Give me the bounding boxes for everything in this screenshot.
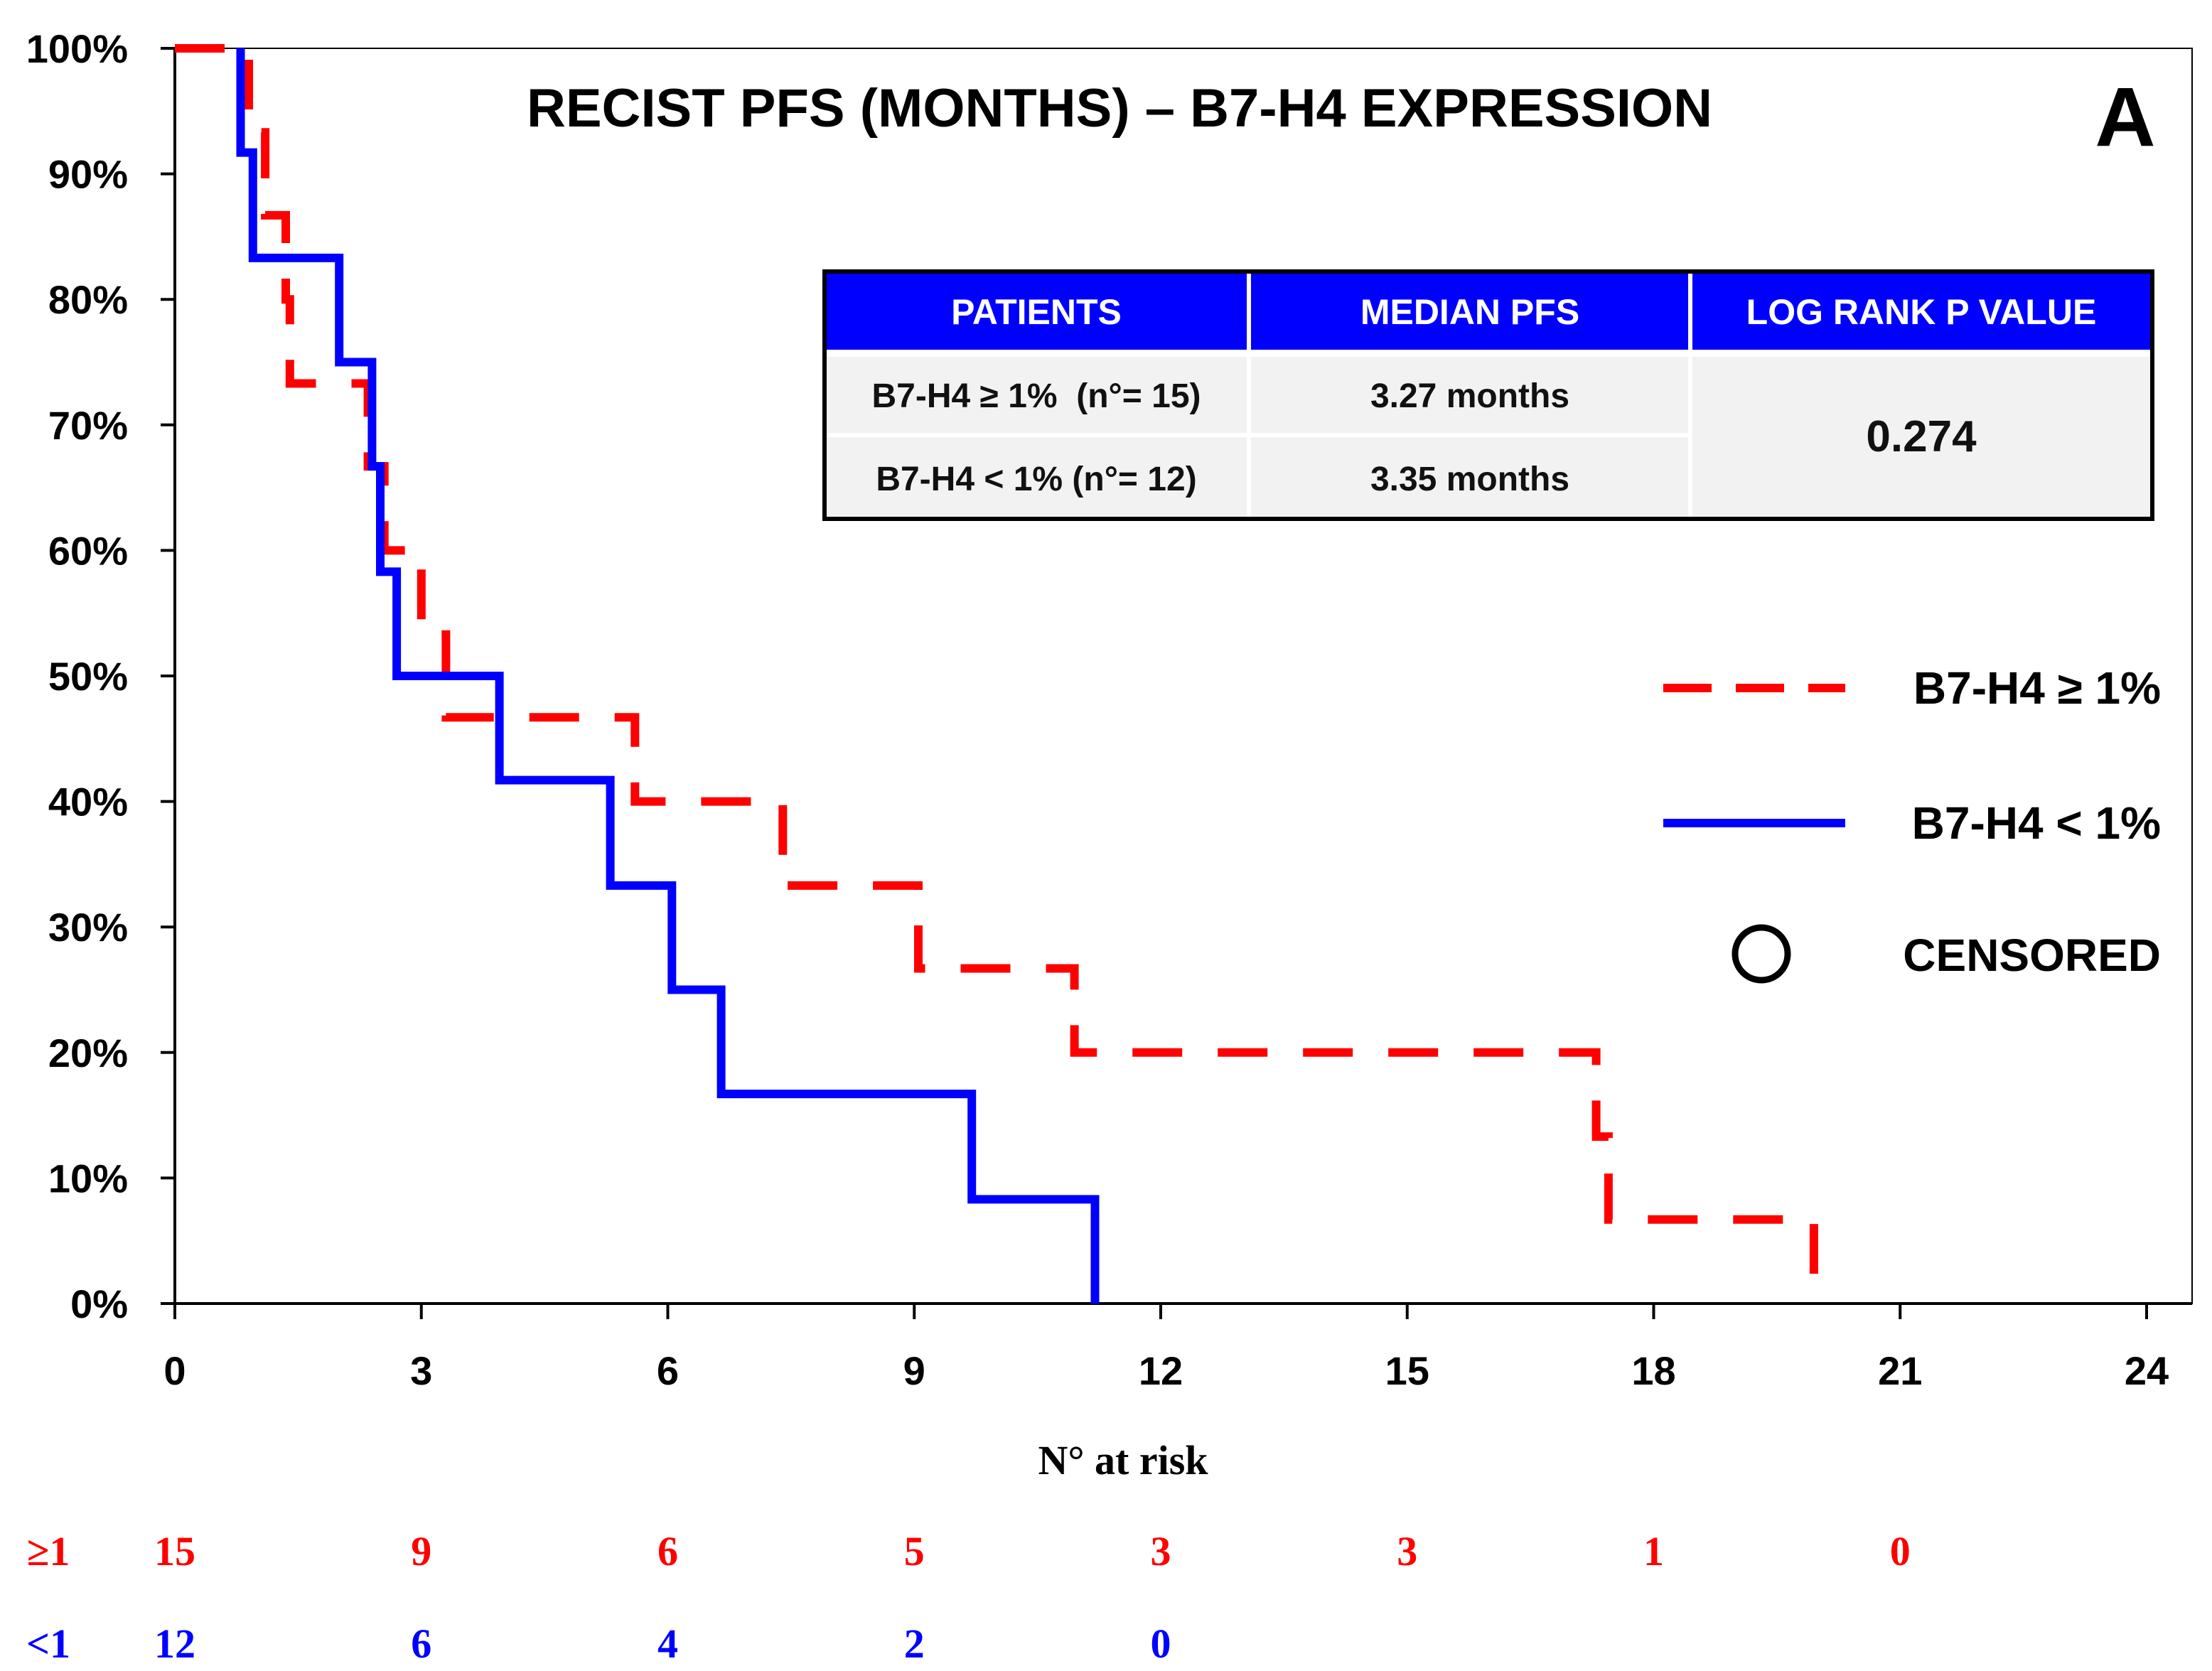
table-cell-group-low: B7-H4 < 1% (n°= 12) xyxy=(876,461,1196,498)
at-risk-title: N° at risk xyxy=(1038,1437,1208,1483)
x-tick-label: 12 xyxy=(1139,1348,1183,1393)
legend-label-high: B7-H4 ≥ 1% xyxy=(1913,662,2161,714)
y-tick-label: 10% xyxy=(48,1156,128,1200)
y-tick-label: 40% xyxy=(48,780,128,824)
at-risk-count: 15 xyxy=(154,1528,195,1574)
chart-title: RECIST PFS (MONTHS) – B7-H4 EXPRESSION xyxy=(527,78,1712,139)
axes: 0% 10% 20% 30% 40% 50% 60% 70% 80% 90% 100% 0 3 6 9 12… xyxy=(26,26,2192,1393)
x-ticks: 0 3 6 9 12 15 18 21 24 xyxy=(163,1304,2169,1393)
y-tick-label: 0% xyxy=(70,1282,128,1326)
legend-label-low: B7-H4 < 1% xyxy=(1912,797,2161,849)
y-tick-label: 80% xyxy=(48,277,128,322)
stats-table: PATIENTS MEDIAN PFS LOG RANK P VALUE B7-… xyxy=(822,269,2154,521)
x-tick-label: 3 xyxy=(410,1348,432,1393)
table-header-median: MEDIAN PFS xyxy=(1360,292,1579,332)
at-risk-count: 6 xyxy=(411,1621,431,1667)
x-tick-label: 6 xyxy=(657,1348,679,1393)
table-cell-pvalue: 0.274 xyxy=(1866,412,1977,461)
y-ticks: 0% 10% 20% 30% 40% 50% 60% 70% 80% 90% 100% xyxy=(26,26,175,1326)
x-tick-label: 24 xyxy=(2125,1348,2169,1393)
table-border xyxy=(822,269,2154,521)
at-risk-row-label-low: <1 xyxy=(26,1621,70,1667)
at-risk-count: 5 xyxy=(904,1528,925,1574)
legend-censored-icon xyxy=(1732,924,1791,984)
at-risk-count: 12 xyxy=(154,1621,195,1667)
at-risk-count: 3 xyxy=(1151,1528,1171,1574)
table-cell-group-high: B7-H4 ≥ 1% (n°= 15) xyxy=(871,377,1201,415)
at-risk-count: 3 xyxy=(1397,1528,1417,1574)
at-risk-count: 9 xyxy=(411,1528,431,1574)
at-risk-count: 0 xyxy=(1151,1621,1171,1667)
at-risk-count: 4 xyxy=(657,1621,678,1667)
series-group xyxy=(175,44,1818,1304)
x-tick-label: 18 xyxy=(1631,1348,1675,1393)
at-risk-count: 6 xyxy=(657,1528,678,1574)
y-tick-label: 90% xyxy=(48,152,128,197)
legend: B7-H4 ≥ 1% B7-H4 < 1% CENSORED xyxy=(1663,662,2161,984)
y-tick-label: 100% xyxy=(26,26,128,71)
series-line-low xyxy=(236,48,1100,1304)
table-header-pvalue: LOG RANK P VALUE xyxy=(1746,292,2097,332)
series-line-high xyxy=(175,44,1818,1304)
y-tick-label: 20% xyxy=(48,1031,128,1075)
y-tick-label: 70% xyxy=(48,403,128,448)
table-cell-median-high: 3.27 months xyxy=(1370,377,1569,415)
x-tick-label: 21 xyxy=(1878,1348,1922,1393)
table-header-patients: PATIENTS xyxy=(951,292,1122,332)
table-cell-median-low: 3.35 months xyxy=(1370,461,1569,498)
at-risk-count: 0 xyxy=(1890,1528,1911,1574)
at-risk-count: 2 xyxy=(904,1621,925,1667)
panel-label: A xyxy=(2095,70,2155,164)
legend-label-censored: CENSORED xyxy=(1903,930,2161,981)
y-tick-label: 50% xyxy=(48,654,128,699)
at-risk-count: 1 xyxy=(1643,1528,1664,1574)
x-tick-label: 15 xyxy=(1385,1348,1429,1393)
at-risk-table: N° at risk ≥1 <1 15 9 6 5 3 3 1 0 12 6 4 2 0 xyxy=(26,1437,1911,1667)
x-tick-label: 9 xyxy=(903,1348,925,1393)
y-tick-label: 30% xyxy=(48,905,128,950)
table-header-bg xyxy=(825,272,2152,350)
at-risk-counts: 15 9 6 5 3 3 1 0 12 6 4 2 0 xyxy=(154,1528,1911,1667)
at-risk-row-label-high: ≥1 xyxy=(27,1528,70,1574)
y-tick-label: 60% xyxy=(48,528,128,573)
x-tick-label: 0 xyxy=(163,1348,186,1393)
